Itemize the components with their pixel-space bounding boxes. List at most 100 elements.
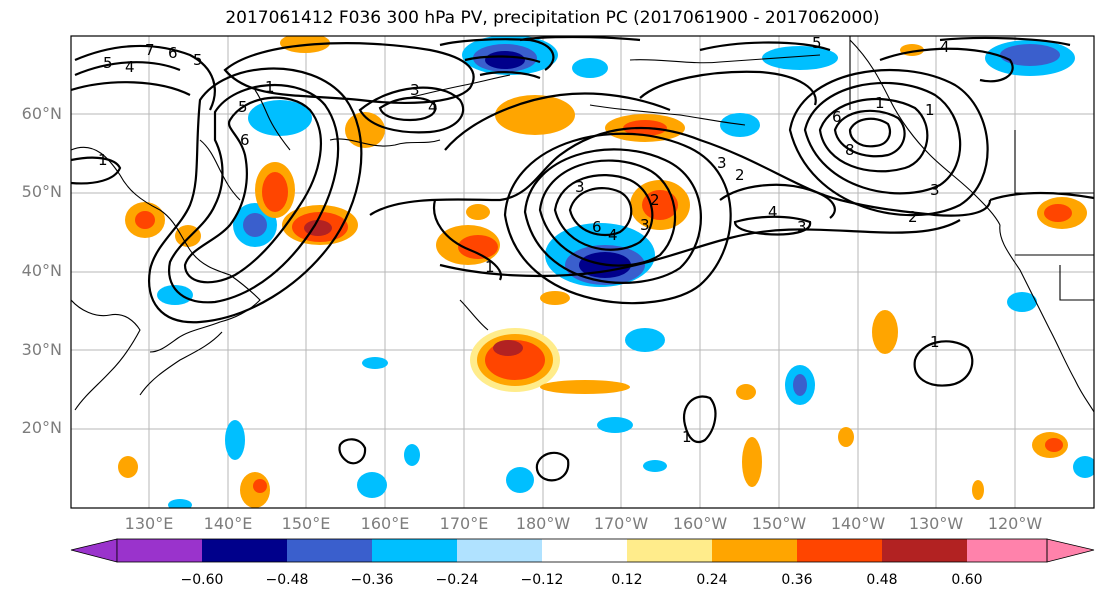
colorbar-label: −0.24	[435, 572, 479, 588]
precip-positive	[253, 479, 267, 493]
colorbar-label: 0.24	[696, 572, 728, 588]
contour-label: 4	[940, 38, 950, 56]
precip-positive	[466, 204, 490, 220]
contour-label: 4	[608, 226, 618, 244]
colorbar-bin	[712, 539, 797, 562]
colorbar-bin	[967, 539, 1047, 562]
colorbar-label: 0.12	[611, 572, 643, 588]
lon-label: 180°W	[515, 514, 571, 533]
lon-label: 140°W	[830, 514, 886, 533]
lon-label: 120°W	[987, 514, 1043, 533]
pv-contours	[71, 36, 1094, 482]
colorbar-label: −0.60	[180, 572, 224, 588]
precip-positive	[540, 291, 570, 305]
colorbar-bin	[117, 539, 202, 562]
lat-label: 60°N	[21, 104, 62, 123]
colorbar-bin	[287, 539, 372, 562]
lon-label: 170°E	[439, 514, 489, 533]
precip-positive	[1045, 438, 1063, 452]
colorbar-label: 0.60	[951, 572, 983, 588]
colorbar-extend-left	[70, 538, 118, 563]
precip-positive	[872, 310, 898, 354]
colorbar-label: −0.48	[265, 572, 309, 588]
precip-negative	[720, 113, 760, 137]
precip-negative	[248, 100, 312, 136]
contour-label: 6	[592, 218, 602, 236]
colorbar-bin	[882, 539, 967, 562]
precip-positive	[458, 235, 498, 259]
contour-label: 3	[575, 178, 585, 196]
colorbar-label: 0.36	[781, 572, 813, 588]
precip-negative	[506, 467, 534, 493]
precip-positive	[345, 112, 385, 148]
lon-label: 170°W	[593, 514, 649, 533]
precip-negative	[362, 357, 388, 369]
contour-label: 6	[832, 108, 842, 126]
contour-label: 1	[98, 151, 108, 169]
contour-label: 3	[717, 154, 727, 172]
contour-label: 6	[168, 44, 178, 62]
precip-negative	[762, 46, 838, 70]
precip-negative	[225, 420, 245, 460]
contour-label: 4	[125, 58, 135, 76]
colorbar-bin	[202, 539, 287, 562]
lat-label: 30°N	[21, 340, 62, 359]
lat-label: 50°N	[21, 182, 62, 201]
precip-negative	[157, 285, 193, 305]
colorbar-outline	[116, 538, 1048, 563]
lon-label: 160°E	[360, 514, 410, 533]
contour-label: 3	[640, 216, 650, 234]
contour-label: 1	[930, 333, 940, 351]
precip-positive	[642, 190, 678, 220]
colorbar-extend-right	[1046, 538, 1095, 563]
colorbar-label: 0.48	[866, 572, 898, 588]
contour-label: 3	[797, 218, 807, 236]
contour-label: 5	[103, 54, 113, 72]
colorbar-bin	[457, 539, 542, 562]
lat-label: 40°N	[21, 261, 62, 280]
precip-positive	[135, 211, 155, 229]
contour-label: 7	[145, 41, 155, 59]
lon-label: 150°E	[281, 514, 331, 533]
contour-label: 3	[410, 81, 420, 99]
colorbar	[70, 538, 1095, 563]
precip-positive	[736, 384, 756, 400]
precip-negative	[597, 417, 633, 433]
contour-label: 5	[812, 34, 822, 52]
precip-positive	[838, 427, 854, 447]
precip-positive	[742, 437, 762, 487]
lon-label: 130°W	[908, 514, 964, 533]
colorbar-bin	[372, 539, 457, 562]
lon-label: 160°W	[672, 514, 728, 533]
contour-label: 1	[925, 101, 935, 119]
precip-negative	[243, 213, 267, 237]
lon-label: 150°W	[751, 514, 807, 533]
lon-label: 130°E	[124, 514, 174, 533]
coastlines	[71, 36, 1094, 413]
contour-label: 2	[908, 208, 918, 226]
contour-label: 4	[428, 98, 438, 116]
precip-negative	[485, 51, 525, 69]
contour-label: 1	[265, 78, 275, 96]
precip-negative	[1073, 456, 1094, 478]
precip-negative	[572, 58, 608, 78]
contour-label: 1	[682, 428, 692, 446]
precip-positive	[540, 380, 630, 394]
colorbar-label: −0.36	[350, 572, 394, 588]
precip-positive	[118, 456, 138, 478]
colorbar-label: −0.12	[520, 572, 564, 588]
contour-label: 2	[650, 191, 660, 209]
precip-negative	[1007, 292, 1037, 312]
precip-negative	[404, 444, 420, 466]
precip-negative	[793, 374, 807, 396]
contour-label: 2	[735, 166, 745, 184]
contour-label: 8	[845, 141, 855, 159]
precip-positive	[972, 480, 984, 500]
contour-label: 1	[485, 258, 495, 276]
contour-label: 1	[875, 94, 885, 112]
map-title: 2017061412 F036 300 hPa PV, precipitatio…	[225, 8, 880, 28]
precip-positive	[493, 340, 523, 356]
lon-label: 140°E	[203, 514, 253, 533]
lat-label: 20°N	[21, 418, 62, 437]
